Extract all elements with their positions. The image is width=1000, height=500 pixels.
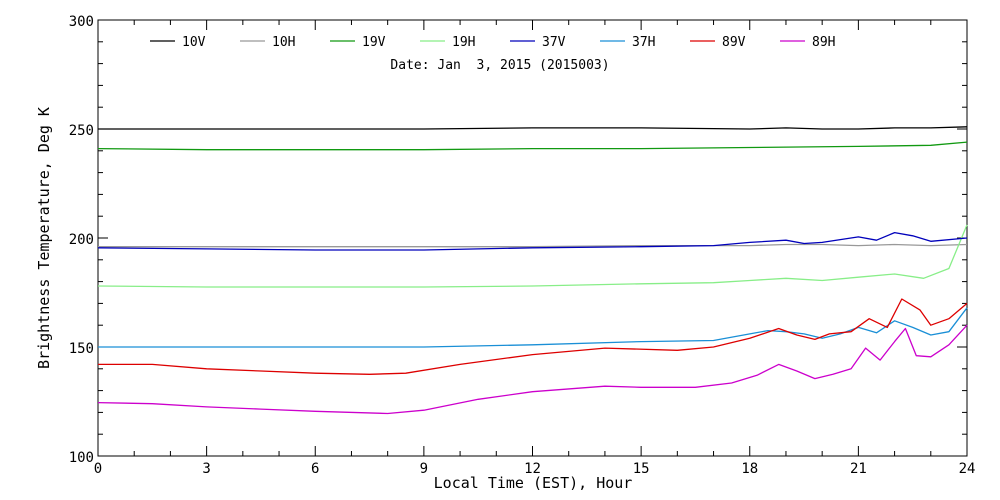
tick-labels: 0 3 6 9 12 15 18 21 24 100 150 200 250 300: [69, 14, 976, 477]
series-line-89v: [98, 298, 968, 375]
y-tick-label: 300: [69, 14, 94, 30]
legend-label-89v: 89V: [722, 35, 746, 50]
series-line-19h: [97, 224, 968, 288]
x-tick-label: 3: [202, 461, 210, 477]
legend-label-37h: 37H: [632, 35, 655, 50]
y-tick-label: 100: [69, 450, 94, 466]
x-tick-label: 9: [420, 461, 428, 477]
x-tick-label: 15: [633, 461, 650, 477]
series-line-37v: [97, 231, 968, 251]
x-tick-label: 0: [94, 461, 102, 477]
plot-frame: [97, 19, 968, 457]
legend-label-10v: 10V: [182, 35, 206, 50]
series-line-89h: [97, 324, 968, 415]
x-tick-label: 18: [741, 461, 758, 477]
x-tick-label: 21: [850, 461, 867, 477]
legend-label-37v: 37V: [542, 35, 566, 50]
y-tick-label: 150: [69, 341, 94, 357]
series-line-10h: [98, 243, 968, 248]
legend-label-89h: 89H: [812, 35, 835, 50]
series-line-19v: [97, 141, 968, 151]
x-axis-title: Local Time (EST), Hour: [434, 474, 633, 492]
legend: 10V 10H 19V 19H 37V 37H 89V 89H: [150, 35, 835, 50]
series-lines: [97, 126, 968, 415]
plot-border: [97, 19, 968, 457]
axis-ticks: [97, 19, 968, 457]
series-line-10v: [98, 126, 968, 130]
legend-label-10h: 10H: [272, 35, 295, 50]
y-axis-title: Brightness Temperature, Deg K: [35, 107, 53, 369]
x-tick-label: 6: [311, 461, 319, 477]
x-tick-label: 12: [524, 461, 541, 477]
x-tick-label: 24: [959, 461, 976, 477]
date-annotation: Date: Jan 3, 2015 (2015003): [390, 58, 609, 73]
series-line-37h: [98, 307, 968, 348]
y-tick-label: 200: [69, 232, 94, 248]
y-tick-label: 250: [69, 123, 94, 139]
legend-label-19h: 19H: [452, 35, 475, 50]
legend-label-19v: 19V: [362, 35, 386, 50]
